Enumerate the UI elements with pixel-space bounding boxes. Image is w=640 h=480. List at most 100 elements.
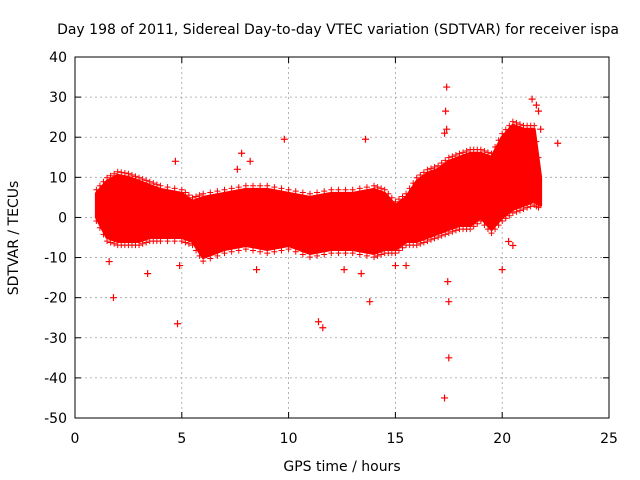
data-point — [144, 270, 152, 278]
band-edge-point — [264, 182, 271, 189]
band-edge-point — [164, 238, 171, 245]
band-edge-point — [452, 152, 459, 159]
band-edge-point — [157, 238, 164, 245]
band-edge-point — [342, 186, 349, 193]
data-point — [280, 135, 288, 143]
band-edge-point — [477, 146, 484, 153]
band-edge-point — [374, 184, 381, 191]
band-edge-point — [533, 138, 540, 145]
band-edge-point — [143, 239, 150, 246]
band-edge-point — [395, 247, 402, 254]
band-edge-point — [221, 186, 228, 193]
band-edge-point — [285, 246, 292, 253]
band-edge-point — [438, 160, 445, 167]
band-edge-point — [111, 240, 118, 247]
band-edge-point — [214, 188, 221, 195]
x-axis-label: GPS time / hours — [283, 459, 400, 475]
band-edge-point — [395, 196, 402, 203]
band-edge-point — [196, 192, 203, 199]
x-tick-label: 20 — [493, 431, 511, 447]
band-edge-point — [470, 223, 477, 230]
band-edge-point — [314, 252, 321, 259]
band-edge-point — [242, 182, 249, 189]
band-edge-point — [314, 189, 321, 196]
band-edge-point — [235, 184, 242, 191]
y-tick-label: -10 — [44, 251, 67, 267]
data-point — [443, 83, 451, 91]
data-point — [176, 262, 184, 270]
band-edge-point — [495, 222, 502, 229]
band-edge-point — [107, 239, 114, 246]
band-edge-point — [193, 193, 200, 200]
data-point — [528, 95, 536, 103]
band-edge-point — [207, 255, 214, 262]
data-point — [105, 258, 113, 266]
band-edge-point — [374, 252, 381, 259]
band-edge-point — [492, 226, 499, 233]
band-edge-point — [531, 122, 538, 129]
band-edge-point — [328, 250, 335, 257]
y-tick-label: -30 — [44, 331, 67, 347]
band-edge-point — [171, 238, 178, 245]
data-point — [109, 294, 117, 302]
band-edge-point — [189, 242, 196, 249]
data-point — [554, 139, 562, 147]
data-point — [319, 324, 327, 332]
band-edge-point — [228, 248, 235, 255]
band-edge-point — [413, 242, 420, 249]
band-edge-point — [403, 190, 410, 197]
band-edge-point — [104, 238, 111, 245]
band-edge-point — [392, 198, 399, 205]
x-tick-label: 0 — [71, 431, 80, 447]
data-point — [253, 266, 261, 274]
band-edge-point — [271, 184, 278, 191]
chart-title: Day 198 of 2011, Sidereal Day-to-day VTE… — [57, 22, 619, 38]
band-edge-point — [328, 186, 335, 193]
band-edge-point — [189, 194, 196, 201]
data-point — [238, 149, 246, 157]
data-point — [246, 157, 254, 165]
band-edge-point — [118, 169, 125, 176]
band-edge-point — [164, 184, 171, 191]
x-axis-ticks: 0 5 10 15 20 25 — [71, 57, 618, 447]
data-point — [402, 262, 410, 270]
band-edge-point — [502, 215, 509, 222]
data-point — [233, 165, 241, 173]
band-edge-point — [435, 162, 442, 169]
band-edge-point — [392, 250, 399, 257]
band-edge-point — [139, 240, 146, 247]
band-edge-point — [520, 206, 527, 213]
band-edge-point — [484, 226, 491, 233]
outlier-points — [105, 83, 562, 402]
band-edge-point — [306, 190, 313, 197]
band-edge-point — [445, 230, 452, 237]
band-edge-point — [506, 122, 513, 129]
y-tick-label: 30 — [49, 90, 67, 106]
band-edge-point — [182, 189, 189, 196]
band-edge-point — [513, 119, 520, 126]
band-edge-point — [424, 166, 431, 173]
data-band — [94, 123, 543, 260]
y-tick-label: 10 — [49, 170, 67, 186]
band-edge-point — [182, 239, 189, 246]
band-edge-point — [435, 234, 442, 241]
band-edge-point — [445, 154, 452, 161]
band-edge-point — [502, 126, 509, 133]
y-tick-label: 20 — [49, 130, 67, 146]
data-point — [441, 394, 449, 402]
band-edge-point — [285, 186, 292, 193]
data-point — [361, 135, 369, 143]
band-edge-point — [410, 180, 417, 187]
band-edge-point — [335, 250, 342, 257]
band-edge-point — [467, 226, 474, 233]
data-point — [498, 266, 506, 274]
band-edge-point — [406, 185, 413, 192]
band-edge-point — [200, 258, 207, 265]
band-edge-point — [178, 238, 185, 245]
y-tick-label: 40 — [49, 50, 67, 66]
band-edge-point — [424, 238, 431, 245]
band-edge-point — [499, 130, 506, 137]
band-edge-point — [431, 235, 438, 242]
band-edge-point — [114, 168, 121, 175]
band-edge-point — [214, 252, 221, 259]
